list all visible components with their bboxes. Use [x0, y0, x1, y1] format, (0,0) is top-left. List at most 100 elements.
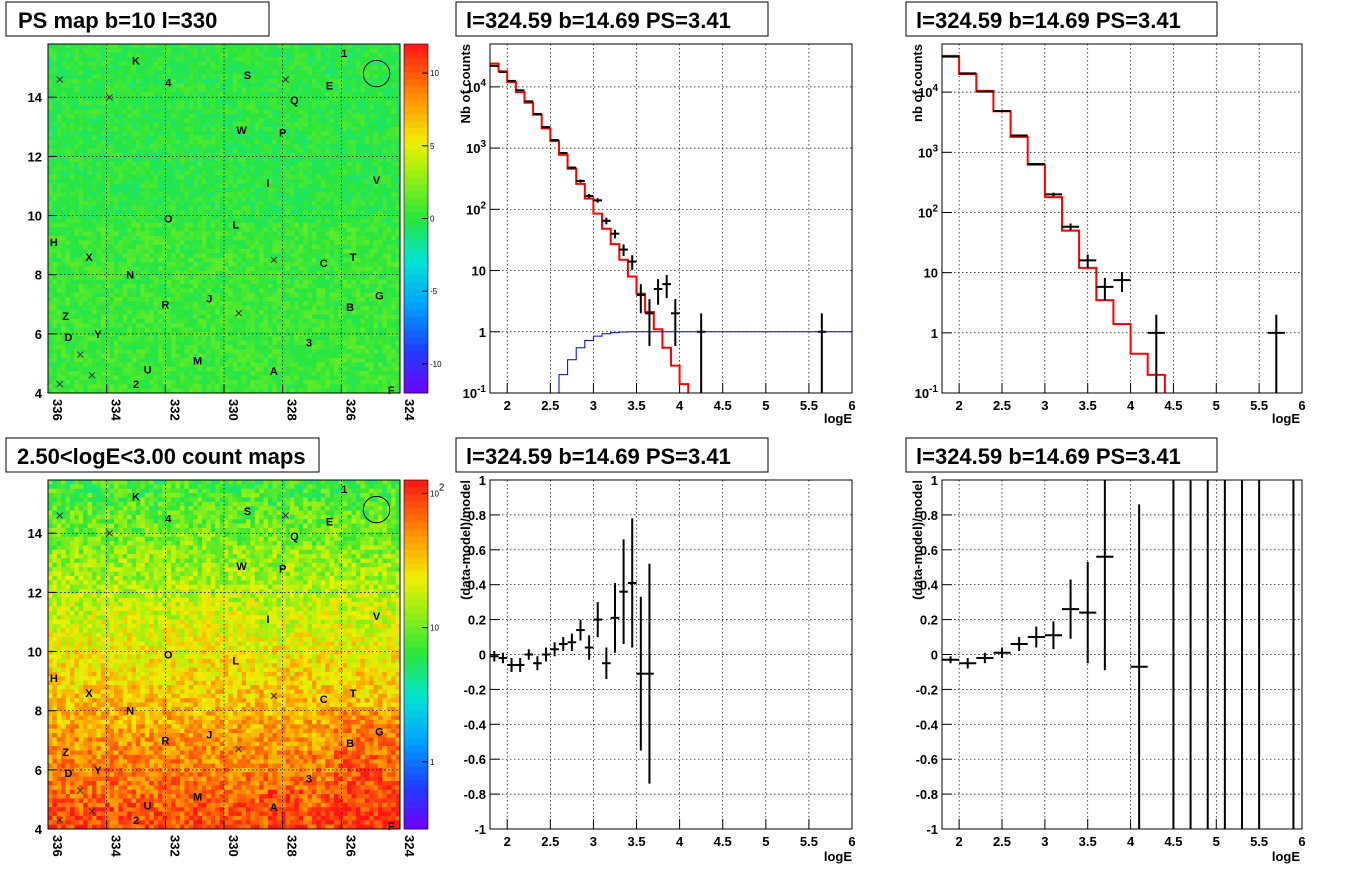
heatmap-cell: [83, 74, 88, 80]
heatmap-cell: [232, 139, 238, 145]
heatmap-cell: [96, 135, 102, 141]
heatmap-cell: [272, 371, 278, 376]
heatmap-cell: [232, 327, 238, 333]
heatmap-cell: [74, 209, 80, 215]
heatmap-cell: [254, 366, 260, 372]
heatmap-cell: [175, 135, 181, 141]
heatmap-cell: [307, 65, 313, 71]
heatmap-cell: [197, 96, 203, 102]
heatmap-cell: [122, 362, 128, 368]
heatmap-cell: [272, 266, 278, 272]
heatmap-cell: [162, 70, 168, 75]
heatmap-cell: [298, 292, 304, 298]
heatmap-cell: [100, 187, 106, 193]
heatmap-cell: [96, 192, 102, 197]
heatmap-cell: [144, 78, 150, 84]
heatmap-cell: [232, 336, 238, 341]
heatmap-cell: [131, 187, 137, 193]
heatmap-cell: [175, 170, 181, 176]
heatmap-cell: [144, 257, 150, 263]
heatmap-cell: [246, 388, 251, 393]
heatmap-cell: [312, 157, 317, 163]
heatmap-cell: [70, 292, 75, 298]
heatmap-cell: [118, 318, 124, 324]
heatmap-cell: [246, 109, 251, 115]
heatmap-cell: [162, 262, 168, 267]
heatmap-cell: [175, 336, 181, 341]
heatmap-cell: [140, 209, 146, 215]
heatmap-cell: [166, 279, 172, 285]
heatmap-cell: [206, 135, 212, 141]
heatmap-cell: [100, 44, 106, 49]
heatmap-cell: [144, 139, 150, 145]
heatmap-cell: [263, 231, 269, 237]
heatmap-cell: [92, 222, 97, 228]
heatmap-cell: [202, 148, 207, 154]
heatmap-cell: [254, 209, 260, 215]
heatmap-cell: [175, 266, 181, 272]
heatmap-cell: [162, 301, 168, 307]
heatmap-cell: [312, 192, 317, 197]
heatmap-cell: [114, 249, 119, 254]
heatmap-cell: [285, 96, 291, 102]
heatmap-cell: [276, 323, 282, 328]
heatmap-cell: [136, 196, 141, 202]
heatmap-cell: [193, 371, 198, 376]
heatmap-cell: [193, 65, 198, 71]
heatmap-cell: [149, 353, 154, 359]
heatmap-cell: [197, 122, 203, 128]
heatmap-cell: [254, 349, 260, 355]
heatmap-cell: [100, 214, 106, 219]
heatmap-cell: [78, 318, 84, 324]
heatmap-cell: [52, 375, 58, 381]
heatmap-cell: [193, 231, 198, 237]
heatmap-cell: [250, 358, 256, 363]
heatmap-cell: [241, 157, 247, 163]
heatmap-cell: [188, 227, 194, 232]
heatmap-cell: [131, 61, 137, 67]
heatmap-cell: [294, 262, 300, 267]
heatmap-cell: [78, 161, 84, 167]
heatmap-cell: [56, 266, 62, 272]
heatmap-cell: [202, 57, 207, 62]
heatmap-cell: [131, 122, 137, 128]
heatmap-cell: [78, 65, 84, 71]
heatmap-cell: [224, 262, 229, 267]
heatmap-cell: [307, 297, 313, 302]
heatmap-cell: [136, 358, 141, 363]
heatmap-cell: [197, 205, 203, 211]
heatmap-cell: [78, 166, 84, 171]
heatmap-cell: [136, 214, 141, 219]
heatmap-cell: [136, 139, 141, 145]
heatmap-cell: [52, 113, 58, 119]
heatmap-cell: [232, 126, 238, 132]
heatmap-cell: [136, 183, 141, 189]
heatmap-cell: [171, 323, 176, 328]
heatmap-cell: [105, 131, 110, 136]
heatmap-cell: [228, 379, 234, 385]
heatmap-cell: [78, 126, 84, 132]
heatmap-cell: [188, 366, 194, 372]
heatmap-cell: [193, 100, 198, 106]
heatmap-cell: [290, 371, 295, 376]
heatmap-cell: [122, 157, 128, 163]
heatmap-cell: [70, 288, 75, 293]
heatmap-cell: [171, 283, 176, 289]
heatmap-cell: [61, 227, 66, 232]
heatmap-cell: [237, 118, 242, 123]
heatmap-cell: [92, 118, 97, 123]
heatmap-cell: [184, 205, 190, 211]
heatmap-cell: [268, 48, 273, 54]
heatmap-cell: [241, 349, 247, 355]
heatmap-cell: [153, 57, 159, 62]
heatmap-cell: [87, 340, 93, 346]
heatmap-cell: [219, 201, 225, 206]
heatmap-cell: [228, 74, 234, 80]
heatmap-cell: [127, 366, 132, 372]
heatmap-cell: [118, 214, 124, 219]
heatmap-cell: [153, 358, 159, 363]
heatmap-cell: [320, 153, 326, 158]
heatmap-cell: [254, 131, 260, 136]
heatmap-cell: [307, 275, 313, 280]
heatmap-cell: [202, 222, 207, 228]
